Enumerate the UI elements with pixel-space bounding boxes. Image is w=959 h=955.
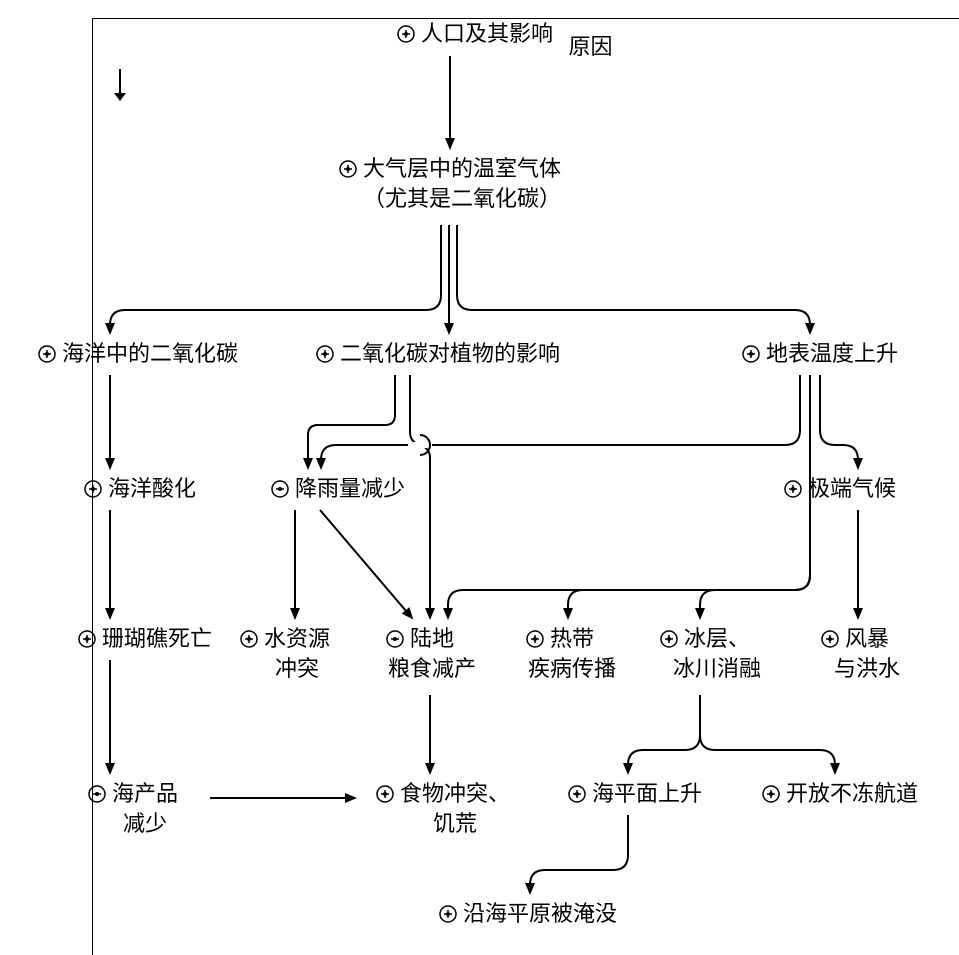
plus-circle-icon [439,902,457,931]
flow-node-line1: 二氧化碳对植物的影响 [288,340,588,370]
flow-node-label: 海平面上升 [592,781,702,806]
flow-node-label: 陆地 [410,626,454,651]
flow-node-acid: 海洋酸化 [60,475,220,505]
flow-node-label: 海洋中的二氧化碳 [62,341,238,366]
flow-node-line1: 风暴 [795,625,915,655]
flow-node-water_cf: 水资源冲突 [225,625,345,684]
flow-node-famine: 食物冲突、饥荒 [358,780,528,839]
minus-circle-icon [271,477,289,506]
flow-node-temp_up: 地表温度上升 [710,340,930,370]
flow-node-rain_down: 降雨量减少 [248,475,428,505]
flow-node-nav: 开放不冻航道 [740,780,940,810]
flow-node-line1: 降雨量减少 [248,475,428,505]
plus-circle-icon [339,157,357,186]
flow-node-label: 热带 [550,626,594,651]
flow-node-line2: 粮食减产 [360,655,480,684]
flow-node-label: 海洋酸化 [108,476,196,501]
plus-circle-icon [742,342,760,371]
flow-node-line1: 沿海平原被淹没 [408,900,648,930]
flow-node-label: 二氧化碳对植物的影响 [340,341,560,366]
flow-node-line2: 冰川消融 [635,655,775,684]
plus-circle-icon [376,782,394,811]
plus-circle-icon [84,477,102,506]
flow-node-ext_wx: 极端气候 [760,475,920,505]
flow-node-line2: （尤其是二氧化碳） [285,185,615,214]
flow-node-label: 沿海平原被淹没 [463,901,617,926]
flow-node-line1: 海洋中的二氧化碳 [18,340,258,370]
plus-circle-icon [568,782,586,811]
plus-circle-icon [38,342,56,371]
flow-node-line1: 大气层中的温室气体 [285,155,615,185]
flow-node-co2_plant: 二氧化碳对植物的影响 [288,340,588,370]
flow-node-line2: 与洪水 [795,655,915,684]
plus-circle-icon [526,627,544,656]
flow-node-line2: 疾病传播 [500,655,620,684]
flow-node-label: 开放不冻航道 [786,781,918,806]
flow-node-ocean_co2: 海洋中的二氧化碳 [18,340,258,370]
plus-circle-icon [316,342,334,371]
flow-node-label: 食物冲突、 [400,781,510,806]
flow-node-label: 冰层、 [684,626,750,651]
flow-node-label: 降雨量减少 [295,476,405,501]
flow-node-label: 水资源 [264,626,330,651]
plus-circle-icon [660,627,678,656]
flow-node-line1: 冰层、 [635,625,775,655]
flow-node-ghg: 大气层中的温室气体 （尤其是二氧化碳） [285,155,615,214]
flow-node-label: 大气层中的温室气体 [363,156,561,181]
flow-node-line1: 极端气候 [760,475,920,505]
minus-circle-icon [88,782,106,811]
flow-node-line1: 陆地 [360,625,480,655]
flow-node-label: 极端气候 [808,476,896,501]
flow-node-storm: 风暴与洪水 [795,625,915,684]
plus-circle-icon [784,477,802,506]
flow-node-coast: 沿海平原被淹没 [408,900,648,930]
flow-node-line1: 地表温度上升 [710,340,930,370]
flow-node-label: 珊瑚礁死亡 [102,626,212,651]
flow-node-line1: 珊瑚礁死亡 [55,625,235,655]
flow-node-line1: 海产品 [68,780,198,810]
flow-node-seafood: 海产品减少 [68,780,198,839]
plus-circle-icon [397,22,415,51]
plus-circle-icon [78,627,96,656]
flow-node-coral: 珊瑚礁死亡 [55,625,235,655]
flow-node-sea_rise: 海平面上升 [545,780,725,810]
flow-node-line1: 开放不冻航道 [740,780,940,810]
flow-node-disease: 热带疾病传播 [500,625,620,684]
flow-node-line2: 饥荒 [358,810,528,839]
flow-node-label: 海产品 [112,781,178,806]
plus-circle-icon [762,782,780,811]
flow-node-line2: 冲突 [225,655,345,684]
flow-node-ice_melt: 冰层、冰川消融 [635,625,775,684]
flow-node-pop: 人口及其影响 [355,20,595,50]
flow-node-food_down: 陆地粮食减产 [360,625,480,684]
flow-node-label: 人口及其影响 [421,21,553,46]
flow-node-line1: 热带 [500,625,620,655]
plus-circle-icon [821,627,839,656]
flow-node-line1: 海洋酸化 [60,475,220,505]
flow-node-label: 地表温度上升 [766,341,898,366]
flow-node-line1: 人口及其影响 [355,20,595,50]
plus-circle-icon [240,627,258,656]
flow-node-line1: 海平面上升 [545,780,725,810]
flow-node-line1: 水资源 [225,625,345,655]
minus-circle-icon [386,627,404,656]
flow-node-label: 风暴 [845,626,889,651]
flow-node-line2: 减少 [68,810,198,839]
flow-node-line1: 食物冲突、 [358,780,528,810]
